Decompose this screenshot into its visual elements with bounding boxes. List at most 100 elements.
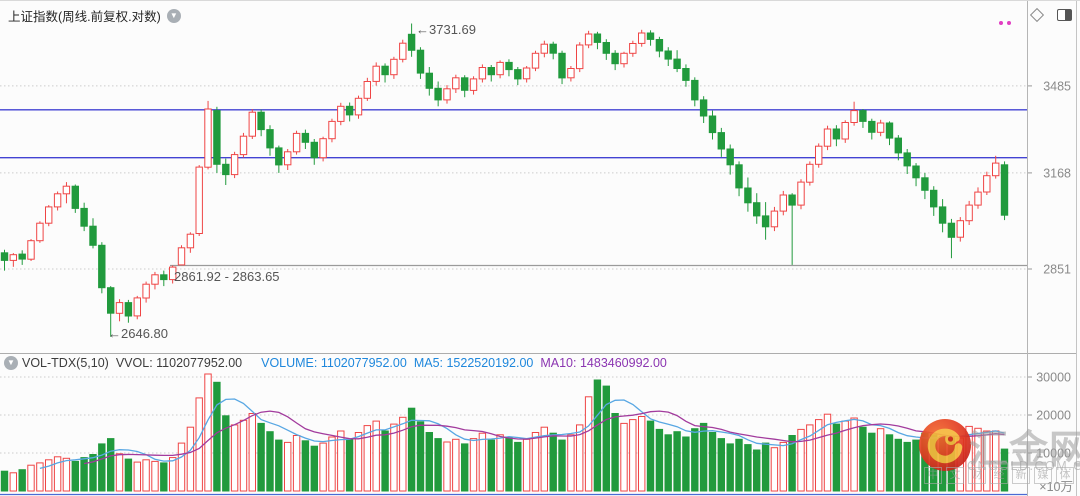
candle-body <box>531 52 540 69</box>
candle-body <box>974 191 982 206</box>
candle-body <box>115 302 124 314</box>
volume-bar <box>292 435 301 492</box>
candle-body <box>213 110 221 165</box>
candle-body <box>45 206 53 224</box>
volume-bar <box>107 438 115 492</box>
candle-body <box>938 206 947 224</box>
volume-bar <box>222 415 230 492</box>
volume-bar <box>160 462 168 492</box>
candle-body <box>823 128 832 147</box>
candle-body <box>691 79 699 101</box>
collapse-chevron-icon[interactable]: ▼ <box>4 356 18 370</box>
volume-bar <box>779 441 787 492</box>
volume-bar <box>284 441 292 492</box>
candle-body <box>301 132 310 143</box>
volume-bar <box>195 397 203 492</box>
candle-body <box>177 247 186 266</box>
price-panel-header: 上证指数(周线.前复权.对数) ▼ <box>8 6 181 25</box>
candle-body <box>222 163 230 176</box>
volume-bar <box>53 456 62 492</box>
volume-bar <box>859 426 867 492</box>
volume-bar <box>345 438 354 492</box>
split-view-icon[interactable] <box>1057 9 1072 21</box>
volume-bar <box>726 443 734 492</box>
candle-body <box>478 67 487 80</box>
candle-body <box>947 222 956 238</box>
volume-bar <box>629 419 637 492</box>
chevron-down-icon[interactable]: ▼ <box>166 8 181 23</box>
candle-body <box>257 111 265 131</box>
volume-bar <box>213 381 221 492</box>
price-axis-label: 3168 <box>1043 166 1071 180</box>
volume-bar <box>266 431 274 492</box>
volume-bar <box>531 432 540 492</box>
candle-body <box>319 138 327 159</box>
candle-body <box>930 189 938 208</box>
volume-bar <box>753 449 761 492</box>
candle-body <box>912 165 920 179</box>
candle-body <box>514 69 522 80</box>
candle-body <box>859 110 867 122</box>
candle-body <box>89 225 97 246</box>
volume-value: VOLUME: 1102077952.00 <box>261 356 407 370</box>
candle-body <box>664 50 672 60</box>
volume-bar <box>257 422 265 492</box>
candle-body <box>363 81 372 99</box>
candle-body <box>337 105 345 122</box>
candle-body <box>806 163 814 183</box>
price-annotation: ←3731.69 <box>416 22 476 37</box>
volume-bar <box>850 417 858 492</box>
candle-body <box>195 166 203 235</box>
candle-body <box>567 68 575 79</box>
candle-body <box>841 122 849 140</box>
volume-bar <box>9 472 18 492</box>
volume-bar <box>248 413 257 492</box>
volume-bar <box>425 432 434 492</box>
volume-bar <box>71 460 79 492</box>
volume-bar <box>770 447 779 492</box>
volume-bar <box>930 434 938 492</box>
candle-body <box>390 58 398 76</box>
candle-body <box>124 302 133 317</box>
volume-bar <box>461 443 469 492</box>
volume-bar <box>443 441 451 492</box>
candle-body <box>452 77 460 90</box>
candle-body <box>284 151 292 166</box>
volume-bar <box>354 432 363 492</box>
volume-bar <box>638 416 646 492</box>
volume-bar <box>549 432 557 492</box>
volume-bar <box>903 441 911 492</box>
volume-bar <box>885 434 894 492</box>
candle-body <box>1000 164 1009 216</box>
volume-bar <box>691 428 699 492</box>
volume-bar <box>115 453 124 492</box>
volume-bar <box>912 439 920 492</box>
candle-body <box>965 204 973 222</box>
candle-body <box>620 52 628 65</box>
candle-body <box>593 33 602 43</box>
candle-body <box>673 58 681 69</box>
candle-body <box>540 43 548 54</box>
candle-body <box>328 120 336 140</box>
volume-bar <box>567 434 575 492</box>
volume-bar <box>487 439 496 492</box>
volume-bar <box>832 423 841 492</box>
candle-body <box>992 162 1000 177</box>
candle-body <box>797 181 805 206</box>
volume-ma5-line <box>39 398 1005 470</box>
candle-body <box>9 254 18 261</box>
candle-body <box>868 120 876 133</box>
candle-body <box>505 61 513 71</box>
candle-body <box>832 128 841 140</box>
candle-body <box>133 297 142 317</box>
candle-body <box>558 52 566 79</box>
candle-body <box>850 110 858 123</box>
candle-body <box>779 194 787 212</box>
volume-bar <box>363 425 372 492</box>
candle-body <box>549 43 557 54</box>
volume-axis-label: 30000 <box>1036 371 1071 385</box>
candle-body <box>682 68 690 81</box>
price-annotation: ←2646.80 <box>108 326 168 341</box>
candle-body <box>699 99 708 117</box>
